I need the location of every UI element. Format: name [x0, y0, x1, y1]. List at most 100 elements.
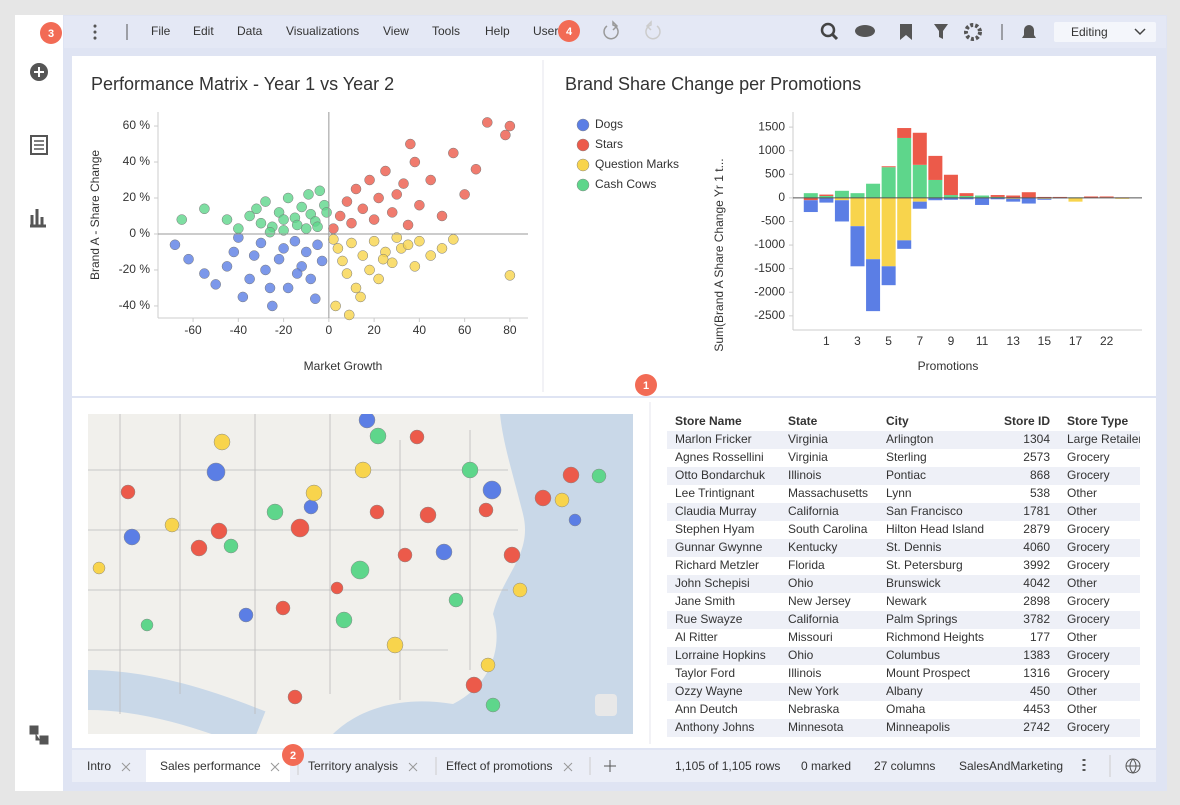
- legend-label[interactable]: Question Marks: [595, 157, 679, 171]
- add-tab-button[interactable]: [604, 760, 616, 772]
- scatter-point: [282, 282, 294, 294]
- table-cell: 3992: [1023, 558, 1050, 572]
- table-cell: New Jersey: [788, 594, 851, 608]
- badge: [558, 20, 580, 42]
- language-icon: [1126, 758, 1140, 774]
- column-header[interactable]: State: [788, 414, 818, 428]
- table-cell: Grocery: [1067, 450, 1110, 464]
- scatter-point: [244, 210, 255, 222]
- table-cell: Richard Metzler: [675, 558, 759, 572]
- scatter-point: [199, 203, 210, 215]
- tab[interactable]: Territory analysis: [308, 759, 398, 773]
- row-stripe: [667, 683, 1140, 701]
- x-tick-label: 17: [1069, 334, 1083, 348]
- tab[interactable]: Sales performance: [160, 759, 261, 773]
- menu-item[interactable]: File: [151, 24, 171, 38]
- model-icon[interactable]: [29, 725, 49, 745]
- viz-icon[interactable]: [30, 209, 46, 228]
- table-cell: 2742: [1023, 720, 1050, 734]
- scatter-point: [386, 257, 398, 269]
- scatter-point: [380, 165, 391, 177]
- tab[interactable]: Intro: [87, 759, 111, 773]
- badge: [40, 22, 62, 44]
- menu-item[interactable]: Visualizations: [286, 24, 359, 38]
- filter-button[interactable]: [934, 24, 948, 39]
- menu-item[interactable]: Tools: [432, 24, 460, 38]
- scatter-point: [405, 138, 416, 150]
- scatter-point: [237, 291, 249, 303]
- column-header[interactable]: City: [886, 414, 909, 428]
- scatter-point: [291, 268, 303, 279]
- scatter-point: [221, 261, 233, 272]
- bar-segment: [803, 193, 818, 198]
- table-cell: 1781: [1023, 504, 1050, 518]
- undo-button[interactable]: [603, 20, 619, 40]
- x-tick-label: 11: [976, 334, 989, 348]
- bar-segment: [897, 197, 912, 241]
- bar-segment: [943, 174, 958, 196]
- y-tick-label: -2000: [754, 284, 785, 298]
- scatter-point: [504, 120, 516, 132]
- chart-title: Performance Matrix - Year 1 vs Year 2: [91, 74, 394, 94]
- column-header[interactable]: Store Type: [1067, 414, 1128, 428]
- notifications-button[interactable]: [1022, 25, 1036, 38]
- map-marker: [275, 600, 291, 616]
- bar-segment: [819, 195, 834, 198]
- menu-item[interactable]: Edit: [193, 24, 214, 38]
- tab-close[interactable]: [121, 762, 131, 772]
- search-button[interactable]: [820, 22, 836, 38]
- table-cell: Other: [1067, 684, 1097, 698]
- bar-segment: [912, 197, 927, 202]
- data-icon[interactable]: [30, 135, 48, 155]
- y-tick-label: 60 %: [123, 118, 151, 132]
- bar-segment: [959, 197, 974, 200]
- scatter-point: [334, 210, 346, 222]
- map-marker: [164, 517, 180, 533]
- menu-item[interactable]: Data: [237, 24, 263, 38]
- redo-button[interactable]: [645, 20, 661, 40]
- map-marker: [190, 539, 208, 557]
- menu-item[interactable]: Help: [485, 24, 510, 38]
- legend-swatch[interactable]: [576, 158, 590, 172]
- legend-label[interactable]: Dogs: [595, 117, 623, 131]
- tab[interactable]: Effect of promotions: [446, 759, 553, 773]
- column-header[interactable]: Store Name: [675, 414, 742, 428]
- tab-close[interactable]: [563, 762, 573, 772]
- settings-button[interactable]: [964, 23, 982, 41]
- scatter-point: [350, 282, 362, 294]
- table-cell: 2898: [1023, 594, 1050, 608]
- bar-segment: [928, 155, 943, 180]
- row-stripe: [667, 539, 1140, 557]
- map-marker: [478, 502, 494, 518]
- legend-swatch[interactable]: [576, 178, 590, 192]
- bar-segment: [897, 128, 912, 138]
- table-cell: Other: [1067, 486, 1097, 500]
- map-marker: [369, 427, 387, 445]
- table-cell: Columbus: [886, 648, 940, 662]
- scatter-point: [414, 235, 425, 247]
- bookmark-button[interactable]: [900, 24, 912, 40]
- table-cell: Grocery: [1067, 468, 1110, 482]
- map-marker: [206, 462, 226, 482]
- scatter-point: [228, 246, 240, 258]
- legend-swatch[interactable]: [576, 118, 590, 132]
- column-header[interactable]: Store ID: [1004, 414, 1050, 428]
- table-cell: Grocery: [1067, 522, 1110, 536]
- legend-swatch[interactable]: [576, 138, 590, 152]
- table-cell: 2573: [1023, 450, 1050, 464]
- legend-label[interactable]: Cash Cows: [595, 177, 656, 191]
- legend-label[interactable]: Stars: [595, 137, 623, 151]
- table-cell: Other: [1067, 576, 1097, 590]
- map-marker: [330, 581, 344, 595]
- comments-button[interactable]: [855, 25, 875, 37]
- status-text: 27 columns: [874, 759, 935, 773]
- map-marker: [140, 618, 154, 632]
- tab-close[interactable]: [270, 762, 280, 772]
- x-tick-label: 5: [885, 334, 892, 348]
- tab-close[interactable]: [408, 762, 418, 772]
- map-attribution-button[interactable]: [595, 694, 617, 716]
- menu-item[interactable]: View: [383, 24, 409, 38]
- bar-segment: [834, 200, 849, 222]
- mode-dropdown[interactable]: [1054, 22, 1156, 42]
- menu-item[interactable]: User: [533, 24, 558, 38]
